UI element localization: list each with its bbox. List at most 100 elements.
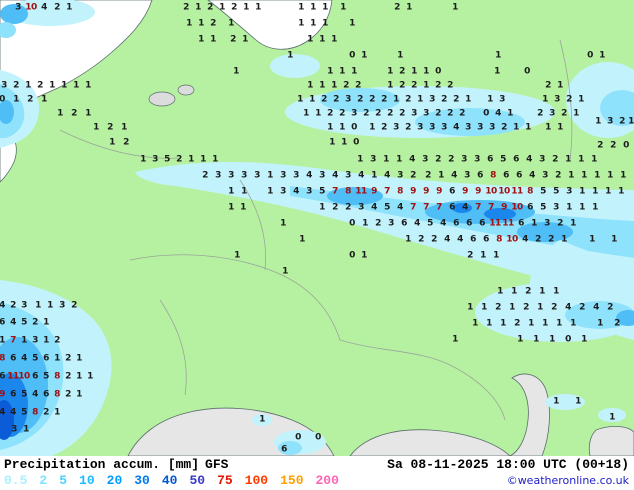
precip-value: 4 — [397, 202, 403, 213]
precip-value: 1 — [186, 18, 192, 29]
valid-datetime: Sa 08-11-2025 18:00 UTC (00+18) — [387, 457, 629, 472]
precip-value: 1 — [511, 286, 517, 297]
precipitation-areas — [0, 0, 634, 456]
precip-value: 3 — [549, 108, 555, 119]
precip-value: 1 — [233, 66, 239, 77]
lake-ladoga — [148, 91, 176, 107]
precip-value: 1 — [210, 34, 216, 45]
precip-value: 3 — [429, 94, 435, 105]
precip-value: 1 — [331, 34, 337, 45]
precip-value: 4 — [522, 234, 528, 245]
precip-value: 1 — [500, 318, 506, 329]
precip-value: 1 — [298, 2, 304, 13]
precip-value: 3 — [542, 170, 548, 181]
precip-value: 10 — [498, 186, 510, 197]
precip-value: 6 — [513, 154, 519, 165]
precip-value: 5 — [500, 154, 506, 165]
precip-value: 5 — [21, 317, 27, 328]
precip-value: 3 — [370, 154, 376, 165]
precip-value: 4 — [10, 317, 16, 328]
precip-value: 1 — [73, 80, 79, 91]
precip-value: 0 — [435, 66, 441, 77]
precip-value: 0 — [565, 334, 571, 345]
weather-map: 3 10 4 2 1 2 1 2 1 2 1 1 1 1 1 1 2 1 1 1 1 2 1 1 1 1 1 1 1 2 1 1 1 1 1 0 1 1 1… — [0, 0, 634, 456]
precip-value: 1 — [76, 389, 82, 400]
precip-patch — [415, 108, 525, 136]
model-name: GFS — [205, 457, 229, 472]
precip-value: 1 — [472, 318, 478, 329]
precip-value: 7 — [410, 202, 416, 213]
precip-value: 1 — [240, 202, 246, 213]
precip-value: 1 — [0, 335, 5, 346]
precip-patch — [0, 4, 28, 24]
precip-value: 3 — [254, 170, 260, 181]
precip-value: 3 — [397, 170, 403, 181]
precip-value: 2 — [327, 108, 333, 119]
map-title: Precipitation accum. [mm] — [4, 457, 200, 472]
precip-value: 2 — [183, 2, 189, 13]
precip-value: 2 — [435, 80, 441, 91]
precip-value: 7 — [384, 186, 390, 197]
precip-value: 2 — [447, 108, 453, 119]
precip-value: 1 — [438, 170, 444, 181]
precip-value: 4 — [565, 302, 571, 313]
precip-value: 0 — [483, 108, 489, 119]
precip-value: 1 — [339, 122, 345, 133]
precip-value: 6 — [449, 202, 455, 213]
precip-value: 10 — [25, 2, 37, 13]
precip-value: 1 — [140, 154, 146, 165]
legend-value: 20 — [106, 473, 123, 488]
precip-value: 1 — [319, 34, 325, 45]
precip-value: 1 — [307, 80, 313, 91]
precip-value: 1 — [557, 122, 563, 133]
precip-value: 0 — [349, 50, 355, 61]
precip-value: 1 — [486, 318, 492, 329]
precip-value: 7 — [475, 202, 481, 213]
legend-value: 50 — [189, 473, 206, 488]
precip-value: 2 — [418, 234, 424, 245]
precip-value: 1 — [513, 122, 519, 133]
precip-value: 1 — [568, 170, 574, 181]
precip-value: 1 — [553, 396, 559, 407]
precip-value: 1 — [452, 334, 458, 345]
precip-value: 1 — [607, 170, 613, 181]
precip-value: 3 — [607, 116, 613, 127]
precip-value: 1 — [61, 80, 67, 91]
precip-value: 1 — [329, 137, 335, 148]
precip-value: 2 — [343, 80, 349, 91]
precip-value: 1 — [566, 202, 572, 213]
precip-value: 1 — [495, 50, 501, 61]
precip-patch — [320, 88, 400, 112]
precip-patch — [545, 394, 585, 410]
precip-value: 2 — [535, 234, 541, 245]
precip-value: 4 — [444, 234, 450, 245]
precip-value: 2 — [369, 94, 375, 105]
precip-value: 1 — [362, 218, 368, 229]
precip-value: 1 — [581, 334, 587, 345]
precip-value: 1 — [109, 137, 115, 148]
precip-value: 2 — [230, 34, 236, 45]
precip-value: 1 — [396, 154, 402, 165]
precip-value: 2 — [525, 286, 531, 297]
precip-value: 1 — [259, 414, 265, 425]
precip-value: 2 — [339, 108, 345, 119]
precip-value: 3 — [11, 424, 17, 435]
precip-patch — [600, 90, 634, 126]
precip-patch — [5, 0, 95, 26]
precip-value: 2 — [363, 108, 369, 119]
precip-value: 6 — [518, 218, 524, 229]
precip-value: 1 — [297, 94, 303, 105]
precip-value: 2 — [202, 170, 208, 181]
precip-value: 1 — [599, 50, 605, 61]
precip-value: 9 — [436, 186, 442, 197]
map-graphic — [0, 0, 634, 456]
precip-value: 1 — [581, 170, 587, 181]
white-sea — [207, 0, 333, 50]
precip-value: 3 — [417, 122, 423, 133]
precip-value: 3 — [544, 218, 550, 229]
precip-value: 1 — [494, 66, 500, 77]
precip-value: 2 — [552, 154, 558, 165]
precip-value: 6 — [281, 444, 287, 455]
precip-value: 2 — [210, 18, 216, 29]
precip-value: 1 — [423, 66, 429, 77]
